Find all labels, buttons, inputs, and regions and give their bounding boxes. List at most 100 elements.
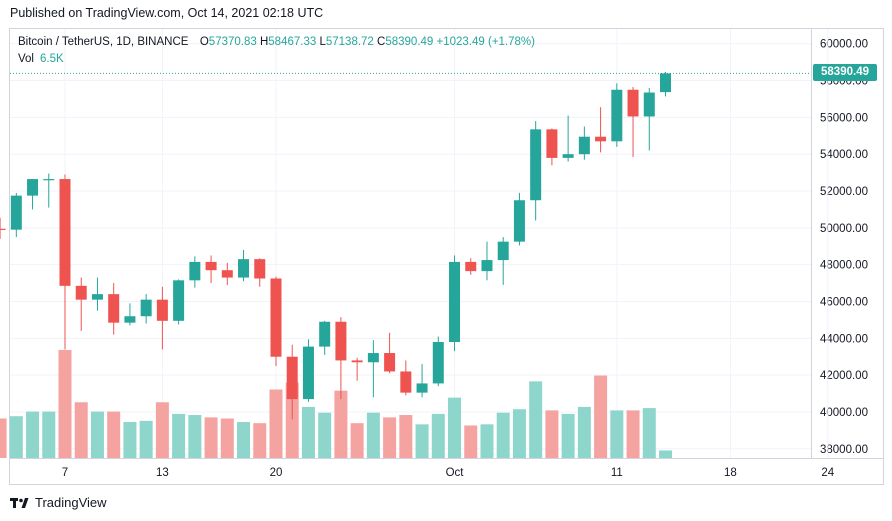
volume-bar <box>626 410 640 458</box>
volume-legend: Vol 6.5K <box>18 53 64 65</box>
volume-bar <box>399 415 413 458</box>
price-tick-label: 46000.00 <box>820 296 868 308</box>
volume-bar <box>659 450 673 458</box>
candle-body <box>513 200 525 242</box>
candle-body <box>75 285 87 300</box>
symbol-legend: Bitcoin / TetherUS, 1D, BINANCE O57370.8… <box>18 36 535 48</box>
volume-bar <box>383 417 397 458</box>
candle-body <box>578 136 590 155</box>
time-tick-label: Oct <box>446 467 465 479</box>
volume-bar <box>561 413 575 458</box>
close-value: 58390.49 <box>385 36 434 48</box>
symbol-name: Bitcoin / TetherUS, 1D, BINANCE <box>18 36 189 48</box>
candle-body <box>238 259 250 278</box>
price-axis[interactable] <box>812 28 884 459</box>
volume-label: Vol <box>18 53 34 65</box>
candle-body <box>302 346 314 400</box>
candle-body <box>481 260 493 272</box>
volume-bar <box>496 412 510 458</box>
tradingview-logo-icon <box>10 497 29 508</box>
candle-body <box>384 353 396 372</box>
volume-bar <box>610 410 624 458</box>
candle-body <box>140 299 152 317</box>
candle-body <box>465 261 477 272</box>
volume-bar <box>58 350 72 458</box>
candle-body <box>351 360 363 363</box>
price-tick-label: 38000.00 <box>820 444 868 456</box>
volume-bar <box>253 423 267 458</box>
volume-bar <box>350 423 364 458</box>
volume-bar <box>512 409 526 458</box>
price-tick-label: 60000.00 <box>820 39 868 51</box>
chart-pane[interactable] <box>9 28 812 459</box>
volume-bar <box>301 406 315 458</box>
volume-bar <box>529 381 543 458</box>
volume-bar <box>0 418 7 458</box>
brand-name: TradingView <box>35 495 107 510</box>
time-axis[interactable] <box>9 459 884 485</box>
candle-body <box>497 241 509 261</box>
volume-bar <box>415 424 429 458</box>
candle-body <box>595 136 607 142</box>
volume-bar <box>107 411 121 458</box>
candle-body <box>108 294 120 323</box>
candle-body <box>59 179 71 286</box>
candle-body <box>124 316 136 323</box>
open-value: 57370.83 <box>208 36 257 48</box>
price-tick-label: 40000.00 <box>820 407 868 419</box>
time-tick-label: 13 <box>156 467 169 479</box>
time-tick-label: 20 <box>270 467 283 479</box>
candle-body <box>530 129 542 201</box>
candle-body <box>432 342 444 384</box>
volume-bar <box>155 402 169 458</box>
candle-body <box>400 371 412 393</box>
volume-bar <box>139 420 153 458</box>
candle-body <box>643 92 655 117</box>
price-tick-label: 56000.00 <box>820 112 868 124</box>
candle-body <box>319 321 331 347</box>
time-tick-label: 24 <box>821 467 834 479</box>
volume-bar <box>172 413 186 458</box>
volume-bar <box>90 411 104 458</box>
published-caption: Published on TradingView.com, Oct 14, 20… <box>10 6 324 20</box>
candle-body <box>0 228 6 230</box>
candle-body <box>416 383 428 393</box>
tradingview-logo[interactable]: TradingView <box>10 495 107 510</box>
volume-bar <box>26 411 40 458</box>
volume-bar <box>431 413 445 458</box>
price-tick-label: 48000.00 <box>820 260 868 272</box>
volume-bar <box>545 410 559 458</box>
candle-body <box>221 270 233 278</box>
open-label: O <box>199 36 209 48</box>
candle-body <box>156 299 168 321</box>
last-price-badge: 58390.49 <box>813 64 877 81</box>
candle-body <box>254 259 266 279</box>
price-tick-label: 44000.00 <box>820 333 868 345</box>
volume-bar <box>237 422 251 458</box>
candle-body <box>43 179 55 181</box>
low-label: L <box>319 36 326 48</box>
candle-body <box>367 353 379 363</box>
volume-bar <box>123 422 137 458</box>
volume-bar <box>577 406 591 458</box>
high-label: H <box>259 36 269 48</box>
volume-bar <box>318 412 332 458</box>
volume-bar <box>594 375 608 458</box>
price-tick-label: 50000.00 <box>820 223 868 235</box>
volume-bar <box>366 412 380 458</box>
price-tick-label: 52000.00 <box>820 186 868 198</box>
price-tick-label: 42000.00 <box>820 370 868 382</box>
volume-bar <box>9 416 23 458</box>
time-tick-label: 11 <box>611 467 623 479</box>
candle-body <box>449 261 461 343</box>
volume-bar <box>448 397 462 458</box>
candle-body <box>189 261 201 281</box>
volume-value: 6.5K <box>40 53 64 65</box>
volume-bar <box>642 408 656 458</box>
change-value: +1023.49 (+1.78%) <box>436 36 535 48</box>
high-value: 58467.33 <box>268 36 317 48</box>
candle-body <box>546 129 558 158</box>
candle-body <box>660 73 672 93</box>
candle-body <box>562 154 574 158</box>
